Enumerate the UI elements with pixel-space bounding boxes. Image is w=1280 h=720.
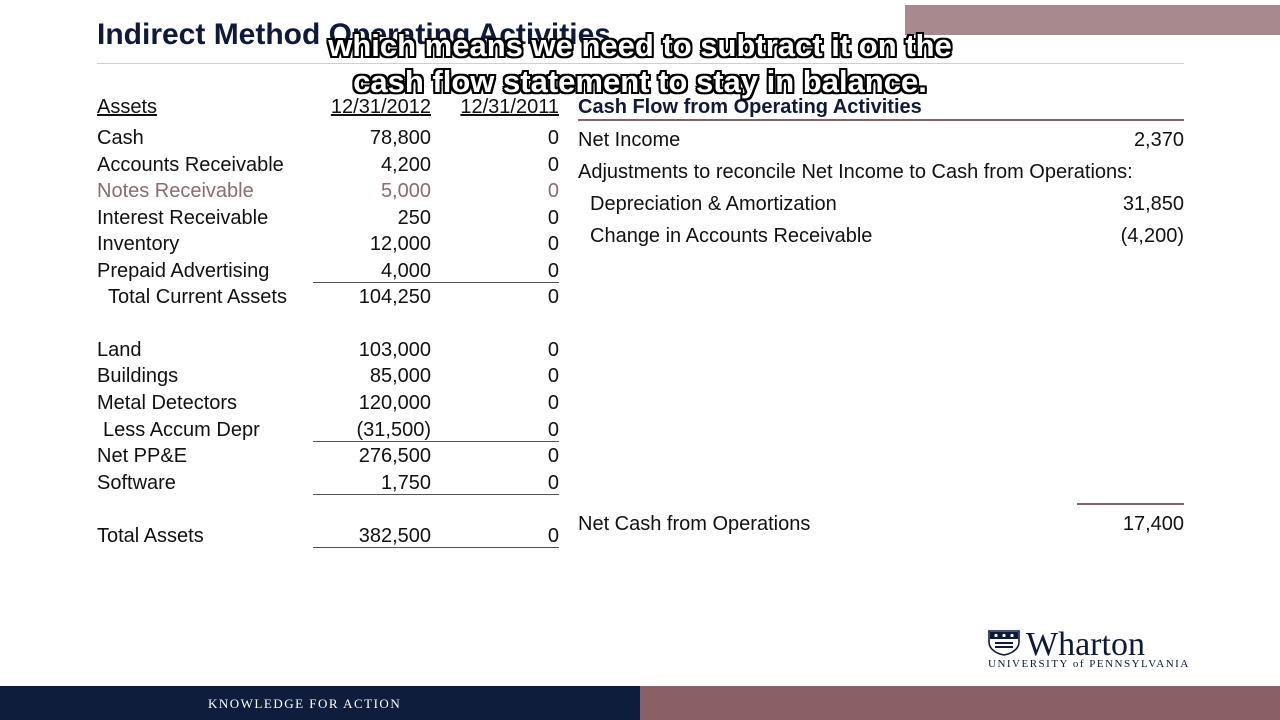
row-value-2012: 250 (397, 207, 431, 229)
adjustments-label: Adjustments to reconcile Net Income to C… (578, 161, 1133, 183)
title-divider (97, 63, 1184, 64)
row-value-2011: 0 (547, 339, 559, 361)
row-label-land: Land (97, 339, 142, 361)
row-value-2011: 0 (547, 127, 559, 149)
row-label-metal-detectors: Metal Detectors (97, 392, 238, 414)
row-label-accounts-receivable: Accounts Receivable (97, 154, 284, 176)
column-header-2012: 12/31/2012 (330, 96, 431, 118)
row-label-less-accum-depr: Less Accum Depr (103, 419, 260, 441)
row-label-buildings: Buildings (97, 365, 179, 387)
row-value-2012: 85,000 (369, 365, 431, 387)
row-label-total-current-assets: Total Current Assets (108, 286, 287, 308)
row-value-2012: (31,500) (356, 419, 432, 441)
row-value-2011: 0 (547, 445, 559, 467)
row-value-2011: 0 (547, 419, 559, 441)
subtotal-rule (313, 494, 559, 495)
row-label-software: Software (97, 472, 176, 494)
row-value-2011: 0 (547, 207, 559, 229)
subtotal-rule (313, 441, 559, 442)
subtotal-rule (313, 282, 559, 283)
net-cash-label: Net Cash from Operations (578, 513, 811, 535)
slide-title: Indirect Method Operating Activities (97, 18, 611, 51)
row-value-2011: 0 (547, 233, 559, 255)
net-cash-value: 17,400 (1122, 513, 1184, 535)
net-cash-rule (1077, 503, 1184, 505)
penn-shield-icon (988, 630, 1020, 656)
row-value-2012: 382,500 (358, 525, 431, 547)
footer-maroon-band (640, 686, 1280, 720)
row-value-2012: 103,000 (358, 339, 431, 361)
row-value-2011: 0 (547, 392, 559, 414)
row-label-notes-receivable: Notes Receivable (97, 180, 254, 202)
net-income-value: 2,370 (1133, 129, 1184, 151)
total-rule (313, 547, 559, 548)
assets-header: Assets (97, 96, 158, 118)
row-value-2012: 5,000 (380, 180, 431, 202)
cash-flow-header: Cash Flow from Operating Activities (578, 96, 922, 118)
row-value-2011: 0 (547, 286, 559, 308)
change-ar-value: (4,200) (1120, 225, 1184, 247)
row-label-total-assets: Total Assets (97, 525, 204, 547)
row-value-2011: 0 (547, 154, 559, 176)
subtitle-line-1: which means we need to subtract it on th… (328, 28, 952, 63)
change-ar-label: Change in Accounts Receivable (590, 225, 873, 247)
row-value-2012: 4,000 (380, 260, 431, 282)
row-value-2011: 0 (547, 180, 559, 202)
cash-flow-header-rule (578, 119, 1184, 121)
row-label-cash: Cash (97, 127, 144, 149)
row-value-2011: 0 (547, 260, 559, 282)
footer-tagline: KNOWLEDGE FOR ACTION (208, 696, 402, 711)
row-value-2011: 0 (547, 472, 559, 494)
row-value-2012: 104,250 (358, 286, 431, 308)
row-value-2012: 1,750 (380, 472, 431, 494)
row-label-inventory: Inventory (97, 233, 180, 255)
row-value-2011: 0 (547, 525, 559, 547)
row-value-2012: 78,800 (369, 127, 431, 149)
row-value-2012: 12,000 (369, 233, 431, 255)
top-accent-bar (905, 5, 1280, 35)
row-label-prepaid-advertising: Prepaid Advertising (97, 260, 270, 282)
depreciation-label: Depreciation & Amortization (590, 193, 837, 215)
row-label-net-ppe: Net PP&E (97, 445, 188, 467)
depreciation-value: 31,850 (1122, 193, 1184, 215)
row-label-interest-receivable: Interest Receivable (97, 207, 269, 229)
subtitle-line-2: cash flow statement to stay in balance. (353, 64, 927, 99)
net-income-label: Net Income (578, 129, 681, 151)
row-value-2012: 120,000 (358, 392, 431, 414)
column-header-2011: 12/31/2011 (460, 96, 559, 118)
logo-subtitle: UNIVERSITY of PENNSYLVANIA (988, 658, 1190, 670)
footer-navy-band: KNOWLEDGE FOR ACTION (0, 686, 640, 720)
row-value-2012: 4,200 (380, 154, 431, 176)
row-value-2012: 276,500 (358, 445, 431, 467)
row-value-2011: 0 (547, 365, 559, 387)
logo-wordmark: Wharton (1026, 626, 1145, 663)
